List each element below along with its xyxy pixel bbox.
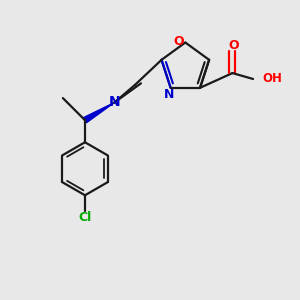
Text: O: O xyxy=(229,39,239,52)
Text: O: O xyxy=(173,34,184,48)
Text: N: N xyxy=(109,95,121,109)
Text: Cl: Cl xyxy=(78,212,92,224)
Text: OH: OH xyxy=(262,73,282,85)
Text: N: N xyxy=(164,88,174,101)
Polygon shape xyxy=(83,103,114,123)
